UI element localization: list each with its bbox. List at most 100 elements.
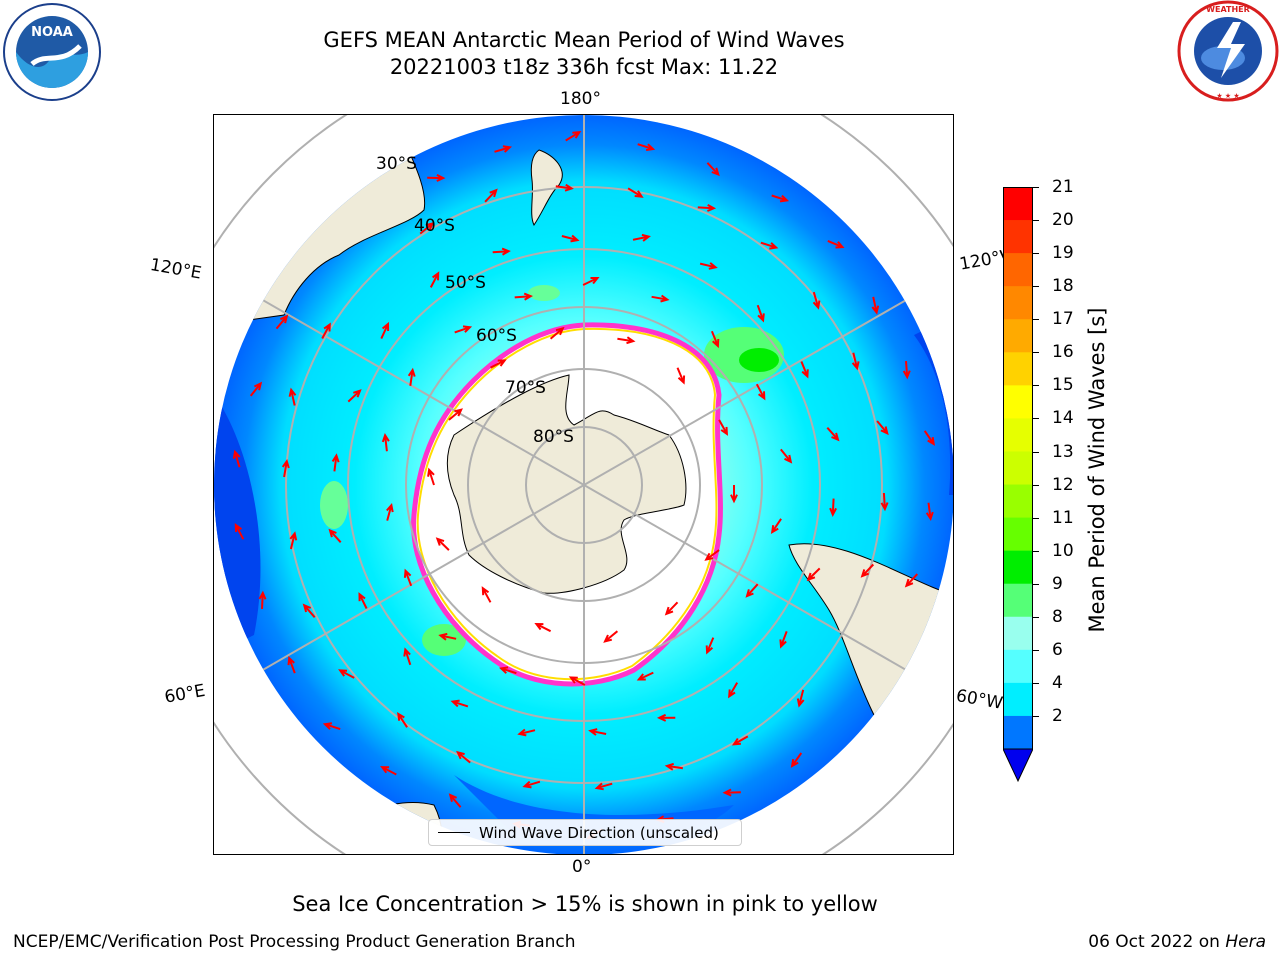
wind-wave-arrow <box>827 239 845 249</box>
colorbar-segment <box>1003 616 1033 651</box>
wind-wave-arrow <box>289 531 298 550</box>
colorbar-tick-mark <box>1033 352 1039 354</box>
wind-wave-arrow <box>380 766 397 776</box>
wind-wave-arrow <box>331 453 340 472</box>
wind-wave-arrow <box>438 632 457 641</box>
colorbar-tick-label: 15 <box>1052 375 1074 396</box>
madagascar-land <box>214 762 300 821</box>
green-patch <box>739 348 779 372</box>
footer-credit: NCEP/EMC/Verification Post Processing Pr… <box>13 932 576 952</box>
colorbar-tick-mark <box>1033 220 1039 222</box>
colorbar-tick-mark <box>1033 319 1039 321</box>
lon-label-60e: 60°E <box>163 680 207 708</box>
wind-wave-arrow <box>730 485 738 504</box>
graticule <box>214 115 953 854</box>
wind-wave-arrow <box>829 498 837 517</box>
wind-wave-arrow <box>499 666 517 675</box>
colorbar-segment <box>1003 451 1033 486</box>
colorbar-segment <box>1003 385 1033 420</box>
colorbar-tick-label: 17 <box>1052 309 1074 330</box>
wind-wave-arrow <box>522 780 541 789</box>
colorbar-segment <box>1003 649 1033 684</box>
colorbar-segment <box>1003 286 1033 320</box>
colorbar-tick-mark <box>1033 286 1039 288</box>
wind-wave-arrow <box>549 326 565 340</box>
wind-wave-arrow <box>288 387 297 406</box>
wind-wave-arrows <box>232 131 935 840</box>
wind-wave-arrow <box>880 492 889 512</box>
wind-wave-arrow <box>755 383 766 401</box>
colorbar-tick-mark <box>1033 550 1039 552</box>
wind-wave-arrow <box>234 522 245 540</box>
wind-wave-arrow <box>281 458 290 478</box>
wind-wave-arrow <box>664 601 679 616</box>
wind-wave-arrow <box>706 162 720 177</box>
colorbar-tick-label: 13 <box>1052 441 1074 462</box>
wind-wave-arrow <box>397 711 408 728</box>
wind-wave-arrow <box>358 592 368 609</box>
colorbar-tick-mark <box>1033 484 1039 486</box>
svg-text:★ ★ ★: ★ ★ ★ <box>1216 92 1239 100</box>
wind-wave-arrow <box>771 194 790 203</box>
lon-label-180: 180° <box>560 89 601 109</box>
wind-wave-arrow <box>876 420 889 436</box>
colorbar-tick-mark <box>1033 517 1039 519</box>
colorbar-tick-label: 20 <box>1052 210 1074 231</box>
wind-wave-arrow <box>800 361 809 379</box>
colorbar-tick-label: 21 <box>1052 177 1074 197</box>
wind-wave-arrow <box>617 336 636 345</box>
wind-wave-arrow <box>403 568 413 587</box>
sea-ice-inner-edge <box>416 327 718 681</box>
green-patch <box>422 624 466 656</box>
wind-wave-arrow <box>902 361 911 380</box>
colorbar-tick-mark <box>1033 583 1039 585</box>
wind-wave-arrow <box>568 676 586 686</box>
wind-wave-arrow <box>380 321 390 340</box>
wind-wave-arrow <box>925 502 934 521</box>
wind-wave-arrow <box>494 145 513 153</box>
colorbar-segment <box>1003 583 1033 618</box>
wind-wave-arrow <box>779 631 788 649</box>
lat-label-40s: 40°S <box>414 216 455 236</box>
colorbar-tick-label: 6 <box>1052 639 1063 660</box>
wind-wave-arrow <box>328 528 342 543</box>
wind-wave-arrow <box>403 647 412 666</box>
colorbar-label: Mean Period of Wind Waves [s] <box>1085 307 1109 633</box>
lon-label-0: 0° <box>572 857 592 877</box>
svg-text:NOAA: NOAA <box>31 25 73 40</box>
polar-map: 30°S 40°S 50°S 60°S 70°S 80°S <box>214 115 953 854</box>
map-legend: Wind Wave Direction (unscaled) <box>428 819 742 846</box>
wind-wave-arrow <box>381 433 390 452</box>
lat-label-60s: 60°S <box>476 326 517 346</box>
colorbar-tick-mark <box>1033 418 1039 420</box>
wind-wave-arrow <box>728 682 739 699</box>
wind-wave-arrow <box>780 448 793 464</box>
colorbar-tick-label: 11 <box>1052 507 1074 528</box>
wind-wave-arrow <box>419 222 435 235</box>
colorbar-tick-label: 16 <box>1052 342 1074 363</box>
wind-wave-arrow <box>258 590 267 609</box>
colorbar-segment <box>1003 517 1033 552</box>
wind-wave-arrow <box>860 563 875 578</box>
colorbar-segment <box>1003 418 1033 453</box>
new-zealand-land <box>530 149 563 226</box>
wind-wave-arrow <box>435 537 450 551</box>
wind-wave-arrow <box>826 427 840 442</box>
wind-wave-arrow <box>514 292 533 301</box>
wind-wave-arrow <box>806 567 821 582</box>
wind-wave-arrow <box>407 367 416 386</box>
wind-wave-arrow <box>484 188 498 203</box>
wind-wave-arrow <box>770 518 782 535</box>
legend-label: Wind Wave Direction (unscaled) <box>479 823 719 842</box>
wind-wave-arrow <box>555 183 574 192</box>
colorbar-tick-mark <box>1033 451 1039 453</box>
wind-wave-arrow <box>456 750 471 764</box>
noaa-logo: NOAA <box>3 3 101 101</box>
colorbar-tick-mark <box>1033 616 1039 618</box>
wind-wave-arrow <box>275 314 289 330</box>
wind-wave-arrow <box>481 586 492 603</box>
colorbar-tick-mark <box>1033 187 1039 188</box>
green-patch <box>528 285 560 301</box>
wind-wave-arrow <box>699 262 718 270</box>
antarctica-land <box>446 374 687 594</box>
